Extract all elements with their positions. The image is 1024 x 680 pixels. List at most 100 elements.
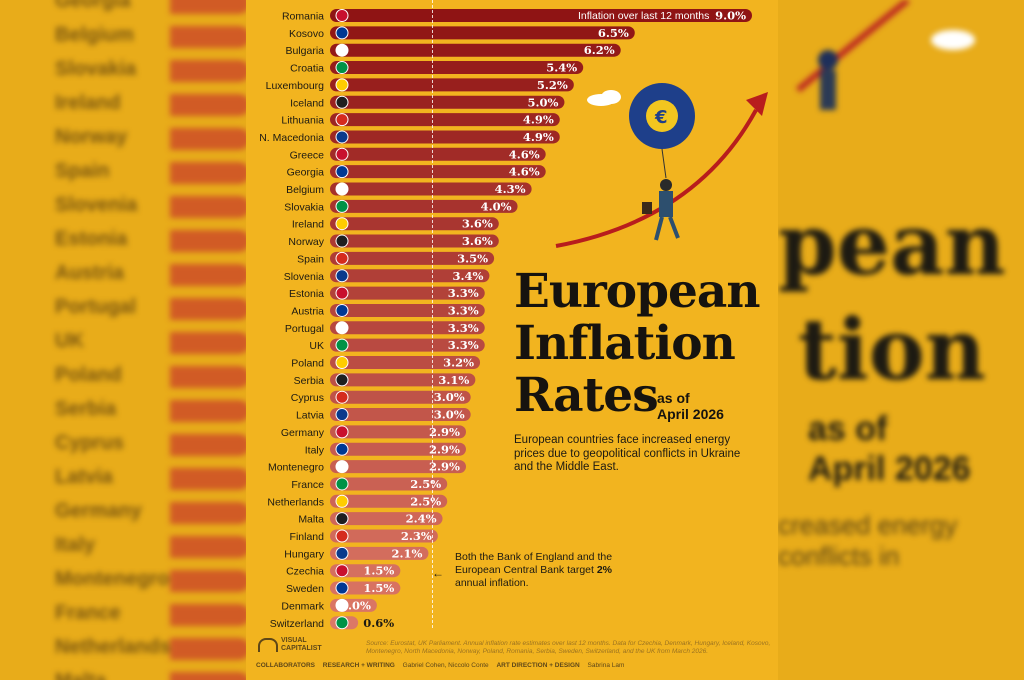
flag-icon — [335, 494, 349, 508]
country-label: Croatia — [290, 63, 324, 75]
flag-icon — [335, 217, 349, 231]
title-line-3: Rates — [514, 368, 659, 423]
ghost-country-label: Spain — [55, 160, 110, 182]
ghost-bar — [170, 60, 246, 82]
ghost-country-label: Germany — [55, 500, 142, 522]
value-label: 1.5% — [363, 564, 394, 578]
flag-icon — [335, 286, 349, 300]
value-label: 4.3% — [495, 182, 526, 196]
country-label: Serbia — [294, 375, 325, 387]
as-of-date: as of April 2026 — [657, 390, 724, 422]
ghost-asof-1: as of — [808, 410, 888, 448]
value-label: 3.2% — [443, 356, 474, 370]
flag-icon — [335, 199, 349, 213]
ghost-country-label: Poland — [55, 364, 122, 386]
flag-icon — [335, 269, 349, 283]
flag-icon — [335, 616, 349, 630]
flag-icon — [335, 26, 349, 40]
value-label: 2.5% — [410, 477, 441, 491]
country-label: Slovakia — [284, 201, 324, 213]
note-pre: Both the Bank of England and the Europea… — [455, 551, 613, 576]
ghost-bar — [170, 434, 246, 456]
ghost-bar — [170, 502, 246, 524]
ghost-bar — [170, 332, 246, 354]
ghost-country-label: Netherlands — [55, 636, 171, 658]
country-label: Germany — [281, 427, 325, 439]
value-label: 3.4% — [452, 269, 483, 283]
ghost-country-label: Norway — [55, 126, 128, 148]
value-label: 2.4% — [406, 512, 437, 526]
ghost-asof-2: April 2026 — [808, 450, 971, 488]
flag-icon — [335, 130, 349, 144]
flag-icon — [335, 425, 349, 439]
ghost-description: creased energy conflicts in — [778, 510, 958, 571]
bar-slovakia — [330, 199, 518, 213]
flag-icon — [335, 251, 349, 265]
ghost-bar — [170, 264, 246, 286]
ghost-bar — [170, 196, 246, 218]
blurred-right-backdrop: pean tion as of April 2026 creased energ… — [778, 0, 1024, 680]
country-label: Luxembourg — [266, 80, 325, 92]
flag-icon — [335, 9, 349, 22]
ghost-country-label: Slovenia — [55, 194, 138, 216]
bar-ireland — [330, 217, 499, 231]
ghost-bar — [170, 128, 246, 150]
value-label: 4.6% — [509, 147, 540, 161]
bar-greece — [330, 147, 546, 161]
value-label: 4.9% — [523, 113, 554, 127]
bar-norway — [330, 234, 499, 248]
flag-icon — [335, 43, 349, 57]
value-label: 2.9% — [429, 460, 460, 474]
ghost-title-2: tion — [798, 300, 986, 399]
country-label: Slovenia — [284, 271, 324, 283]
value-label: 1.0% — [340, 598, 371, 612]
country-label: Estonia — [289, 288, 324, 300]
source-note: Source: Eurostat, UK Parliament. Annual … — [366, 640, 771, 655]
description: European countries face increased energy… — [514, 434, 741, 473]
ghost-bar — [170, 366, 246, 388]
country-label: Sweden — [286, 583, 324, 595]
country-label: Austria — [291, 305, 324, 317]
visual-capitalist-logo: VISUAL CAPITALIST — [258, 637, 322, 653]
credits-label: COLLABORATORS — [256, 662, 315, 669]
ghost-bar — [170, 536, 246, 558]
bar-kosovo — [330, 26, 635, 40]
flag-icon — [335, 529, 349, 543]
bar-iceland — [330, 95, 565, 109]
country-label: Hungary — [284, 548, 324, 560]
chart-legend: Inflation over last 12 months — [578, 10, 710, 22]
flag-icon — [335, 390, 349, 404]
ghost-country-label: Latvia — [55, 466, 113, 488]
value-label: 1.5% — [363, 581, 394, 595]
flag-icon — [335, 581, 349, 595]
note-bold: 2% — [596, 564, 613, 576]
country-label: Poland — [291, 358, 324, 370]
country-label: Norway — [288, 236, 324, 248]
bar-luxembourg — [330, 78, 574, 92]
flag-icon — [335, 165, 349, 179]
country-label: Iceland — [290, 97, 324, 109]
flag-icon — [335, 442, 349, 456]
flag-icon — [335, 147, 349, 161]
flag-icon — [335, 373, 349, 387]
country-label: Lithuania — [281, 115, 324, 127]
ghost-bar — [170, 230, 246, 252]
value-label: 5.2% — [537, 78, 568, 92]
value-label: 0.6% — [363, 616, 394, 630]
as-of-line-2: April 2026 — [657, 406, 724, 422]
ghost-country-label: Slovakia — [55, 58, 137, 80]
blurred-left-content: Georgia Belgium Slovakia Ireland Norway Spain… — [0, 0, 246, 680]
bar-italy — [330, 442, 466, 456]
ghost-country-label: Belgium — [55, 24, 134, 46]
country-label: Latvia — [296, 410, 324, 422]
flag-icon — [335, 546, 349, 560]
value-label: 2.1% — [392, 546, 423, 560]
bar-romania — [330, 9, 752, 22]
country-label: Ireland — [292, 219, 324, 231]
ghost-bar — [170, 604, 246, 626]
ghost-country-label: Italy — [55, 534, 96, 556]
value-label: 4.6% — [509, 165, 540, 179]
ghost-bar — [170, 400, 246, 422]
country-label: Czechia — [286, 566, 324, 578]
ghost-country-label: Portugal — [55, 296, 137, 318]
